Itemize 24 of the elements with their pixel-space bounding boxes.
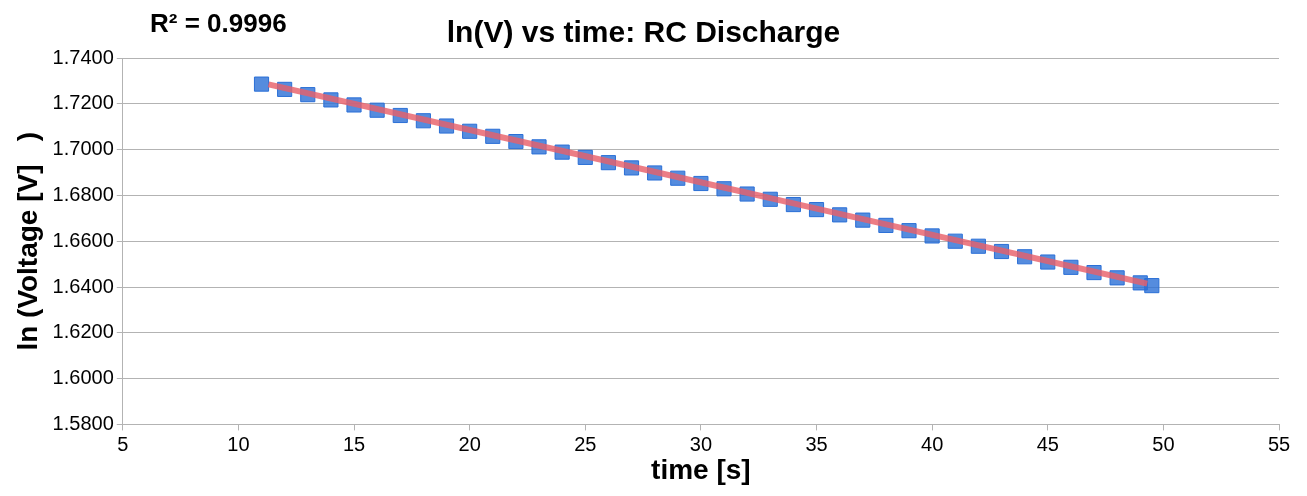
x-tick-label: 15: [342, 432, 366, 455]
x-tick-label: 55: [1267, 432, 1291, 455]
x-tick-label: 40: [921, 432, 944, 455]
x-tick-label: 45: [1036, 432, 1059, 455]
y-tick-label: 1.7000: [52, 137, 114, 160]
x-tick-label: 30: [689, 432, 713, 455]
x-tick-label: 35: [805, 432, 828, 455]
x-tick-label: 20: [458, 432, 481, 455]
y-tick-label: 1.6600: [52, 228, 114, 251]
x-axis-title: time [s]: [651, 453, 751, 485]
y-tick-label: 1.7200: [52, 91, 114, 114]
x-tick-label: 25: [574, 432, 597, 455]
x-tick-label: 10: [227, 432, 250, 455]
x-tick-label: 50: [1152, 432, 1175, 455]
chart-title: ln(V) vs time: RC Discharge: [446, 15, 841, 49]
text: R² = 0.9996: [150, 8, 287, 39]
y-tick-label: 1.7400: [52, 45, 114, 68]
y-axis-title: ln (Voltage [V] ): [11, 131, 43, 351]
y-tick-label: 1.6200: [52, 320, 114, 343]
y-tick-label: 1.6800: [52, 182, 114, 205]
y-tick-label: 1.5800: [52, 411, 114, 434]
x-tick-label: 5: [117, 432, 129, 455]
y-tick-label: 1.6400: [52, 274, 114, 297]
y-tick-label: 1.6000: [52, 366, 114, 389]
